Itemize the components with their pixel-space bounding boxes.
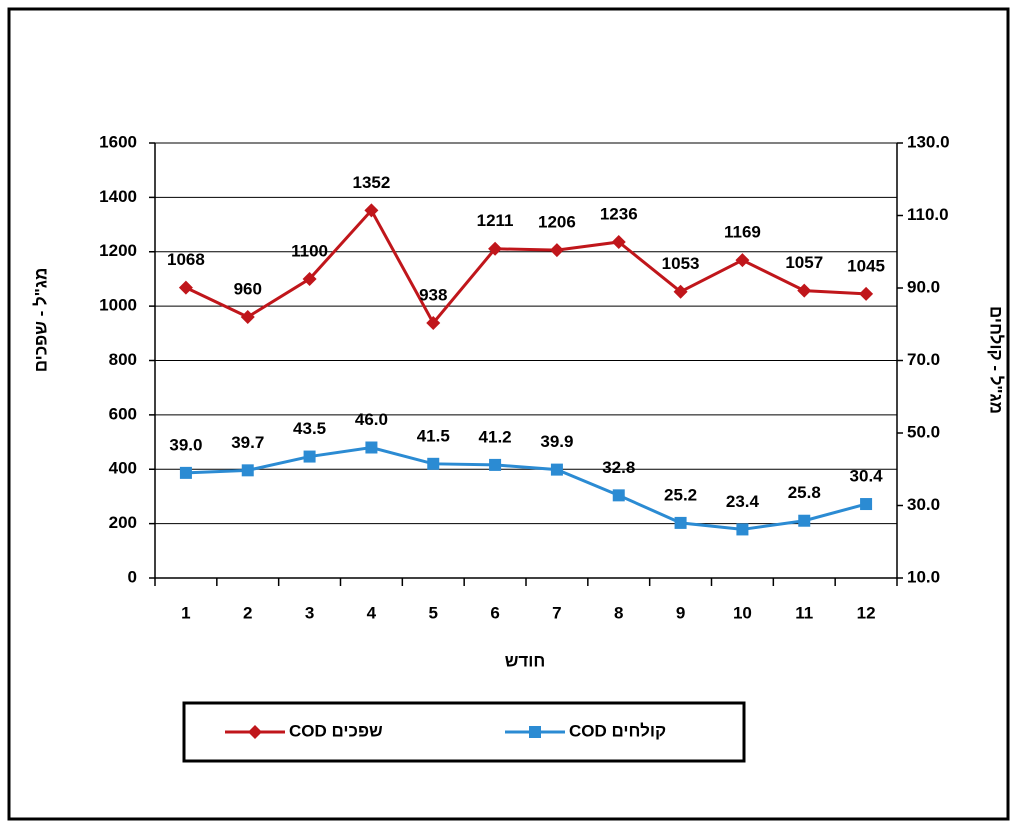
- point: [303, 450, 316, 463]
- data-label: 43.5: [293, 419, 326, 438]
- x-axis-label: חודש: [505, 651, 546, 670]
- y-tick-label: 800: [109, 350, 137, 369]
- legend-marker: [248, 725, 262, 739]
- y2-tick-label: 30.0: [907, 495, 940, 514]
- data-label: 1236: [600, 204, 638, 223]
- point: [302, 271, 317, 286]
- x-tick-label: 1: [181, 603, 190, 622]
- data-label: 1206: [538, 213, 576, 232]
- data-label: 39.9: [540, 432, 573, 451]
- data-label: 960: [234, 279, 262, 298]
- point: [179, 466, 192, 479]
- data-label: 32.8: [602, 458, 635, 477]
- x-tick-label: 4: [367, 603, 377, 622]
- y-axis-label: מג"ל - שפכים: [31, 268, 50, 373]
- data-label: 25.8: [788, 483, 821, 502]
- data-label: 39.7: [231, 433, 264, 452]
- y-tick-label: 400: [109, 459, 137, 478]
- point: [736, 523, 749, 536]
- data-label: 41.2: [479, 427, 512, 446]
- data-label: 46.0: [355, 410, 388, 429]
- x-tick-label: 10: [733, 603, 752, 622]
- x-tick-label: 7: [552, 603, 561, 622]
- data-label: 938: [419, 285, 447, 304]
- data-label: 1068: [167, 250, 205, 269]
- y-tick-label: 200: [109, 513, 137, 532]
- y2-axis-label: מג"ל - קולחים: [987, 306, 1006, 414]
- point: [612, 489, 625, 502]
- series-line: [185, 445, 867, 531]
- y2-tick-label: 110.0: [907, 205, 949, 224]
- data-label: 1100: [291, 241, 328, 260]
- point: [550, 463, 563, 476]
- y-tick-label: 1200: [99, 241, 137, 260]
- y2-tick-label: 10.0: [907, 567, 940, 586]
- point: [364, 203, 379, 218]
- x-tick-label: 5: [429, 603, 438, 622]
- x-tick-label: 8: [614, 603, 623, 622]
- y-tick-label: 1000: [99, 296, 137, 315]
- data-label: 41.5: [417, 426, 450, 445]
- point: [797, 283, 812, 298]
- data-label: 1352: [353, 173, 391, 192]
- data-label: 1057: [785, 253, 823, 272]
- data-label: 23.4: [726, 492, 760, 511]
- point: [859, 286, 874, 301]
- data-label: 1211: [477, 211, 514, 230]
- y-tick-label: 1600: [99, 132, 137, 151]
- point: [674, 516, 687, 529]
- point: [365, 441, 378, 454]
- point: [241, 464, 254, 477]
- y2-tick-label: 130.0: [907, 132, 950, 151]
- data-label: 30.4: [850, 467, 884, 486]
- data-label: 1053: [662, 254, 700, 273]
- point: [798, 514, 811, 527]
- point: [611, 234, 626, 249]
- y-tick-label: 0: [128, 567, 137, 586]
- x-tick-label: 3: [305, 603, 314, 622]
- x-tick-label: 6: [490, 603, 499, 622]
- y-tick-label: 1400: [99, 187, 137, 206]
- legend-marker: [529, 726, 541, 738]
- point: [427, 457, 440, 470]
- y2-tick-label: 50.0: [907, 422, 940, 441]
- point: [735, 253, 750, 268]
- x-tick-label: 9: [676, 603, 685, 622]
- x-tick-label: 11: [795, 603, 813, 622]
- frame: [7, 7, 1010, 821]
- point: [426, 315, 441, 330]
- point: [489, 458, 502, 471]
- data-label: 25.2: [664, 485, 697, 504]
- y-tick-label: 600: [109, 404, 137, 423]
- x-tick-label: 2: [243, 603, 252, 622]
- point: [673, 284, 688, 299]
- point: [488, 241, 503, 256]
- series-line: [185, 207, 867, 326]
- y2-tick-label: 90.0: [907, 277, 940, 296]
- point: [240, 310, 255, 324]
- point: [860, 498, 873, 511]
- legend-label: COD שפכים: [289, 721, 383, 740]
- point: [549, 243, 564, 258]
- x-tick-label: 12: [857, 603, 876, 622]
- legend-label: COD קולחים: [569, 721, 666, 740]
- data-label: 39.0: [169, 435, 202, 454]
- point: [178, 280, 193, 295]
- data-label: 1045: [847, 256, 885, 275]
- data-label: 1169: [724, 223, 761, 242]
- y2-tick-label: 70.0: [907, 350, 940, 369]
